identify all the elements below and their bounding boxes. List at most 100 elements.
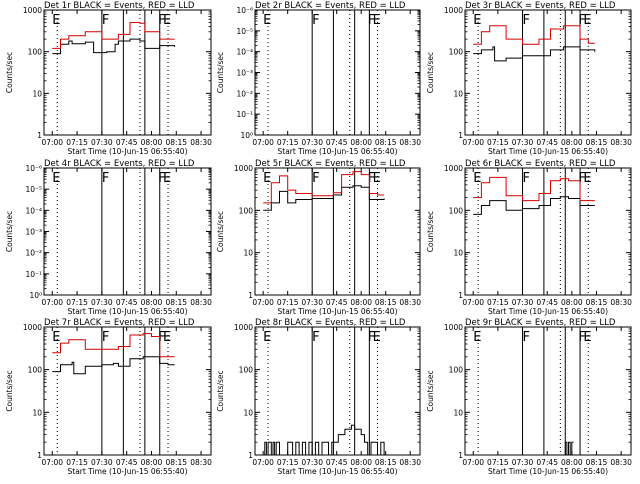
y-tick-label: 10 (453, 408, 463, 417)
marker-letter: F (312, 330, 319, 345)
y-tick-label: 10⁻⁶ (25, 164, 42, 173)
marker-letter: F (368, 13, 375, 28)
x-tick-label: 08:15 (586, 298, 608, 307)
marker-letter: F (158, 330, 165, 345)
x-tick-label: 07:30 (512, 458, 534, 467)
x-tick-label: 07:30 (301, 138, 323, 147)
x-tick-label: 07:45 (116, 298, 138, 307)
y-tick-label: 100 (239, 206, 254, 215)
y-tick-label: 10⁻² (236, 89, 253, 98)
marker-letter: F (102, 330, 109, 345)
marker-letter: E (263, 330, 271, 345)
y-tick-label: 10 (453, 249, 463, 258)
marker-letter: E (52, 13, 60, 28)
y-tick-label: 1 (37, 131, 42, 140)
y-tick-label: 10⁻³ (236, 69, 253, 78)
x-tick-label: 08:30 (190, 458, 212, 467)
marker-letter: E (163, 330, 171, 345)
chart-title: Det 7r BLACK = Events, RED = LLD (44, 318, 195, 328)
x-tick-label: 08:00 (350, 458, 372, 467)
chart-title: Det 3r BLACK = Events, RED = LLD (465, 1, 616, 11)
x-tick-label: 07:00 (462, 138, 484, 147)
x-tick-label: 08:15 (586, 458, 608, 467)
y-tick-label: 10⁰ (29, 291, 42, 300)
marker-letter: F (578, 13, 585, 28)
y-tick-label: 100 (449, 206, 464, 215)
x-tick-label: 07:45 (326, 138, 348, 147)
plot-frame (43, 326, 212, 456)
y-tick-label: 10⁰ (240, 131, 253, 140)
x-tick-label: 07:45 (536, 138, 558, 147)
y-axis-label: Counts/sec (216, 370, 225, 411)
y-tick-label: 10⁻¹ (236, 110, 253, 119)
x-axis-label: Start Time (10-Jun-15 06:55:40) (278, 307, 398, 316)
y-tick-label: 10⁻² (25, 249, 42, 258)
marker-letter: E (583, 171, 591, 186)
x-axis-label: Start Time (10-Jun-15 06:55:40) (488, 147, 608, 156)
x-axis-label: Start Time (10-Jun-15 06:55:40) (278, 147, 398, 156)
marker-letter: F (312, 171, 319, 186)
marker-letter: F (523, 171, 530, 186)
marker-letter: E (52, 171, 60, 186)
marker-letter: E (373, 13, 381, 28)
y-axis-label: Counts/sec (426, 52, 435, 93)
y-axis-label: Counts/sec (426, 211, 435, 252)
y-tick-label: 100 (28, 366, 43, 375)
x-tick-label: 08:30 (190, 298, 212, 307)
series-events (52, 356, 175, 375)
x-tick-label: 08:15 (375, 458, 397, 467)
x-tick-label: 07:30 (91, 458, 113, 467)
series-lld (263, 171, 385, 204)
y-axis-label: Counts/sec (216, 211, 225, 252)
marker-letter: F (368, 171, 375, 186)
y-tick-label: 1 (458, 131, 463, 140)
marker-letter: E (473, 330, 481, 345)
marker-letter: F (158, 13, 165, 28)
chart-title: Det 1r BLACK = Events, RED = LLD (44, 1, 195, 11)
x-tick-label: 08:00 (141, 138, 163, 147)
x-tick-label: 07:30 (301, 458, 323, 467)
x-tick-label: 07:00 (252, 138, 274, 147)
marker-letter: F (102, 171, 109, 186)
plot-frame (464, 167, 632, 296)
marker-letter: F (158, 171, 165, 186)
x-tick-label: 08:30 (399, 138, 421, 147)
x-tick-label: 07:15 (66, 298, 88, 307)
plot-frame (464, 326, 632, 456)
x-tick-label: 07:30 (91, 138, 113, 147)
plot-frame (43, 167, 212, 296)
x-tick-label: 07:15 (487, 138, 509, 147)
x-tick-label: 07:45 (536, 298, 558, 307)
x-tick-label: 08:00 (561, 298, 583, 307)
x-tick-label: 07:15 (277, 138, 299, 147)
x-tick-label: 07:30 (512, 138, 534, 147)
marker-letter: F (312, 13, 319, 28)
x-tick-label: 07:15 (277, 298, 299, 307)
series-lld (52, 333, 175, 358)
x-tick-label: 07:15 (66, 138, 88, 147)
x-tick-label: 08:00 (561, 138, 583, 147)
x-tick-label: 07:00 (462, 298, 484, 307)
y-tick-label: 1000 (444, 6, 463, 15)
marker-letter: E (583, 13, 591, 28)
marker-letter: F (368, 330, 375, 345)
chart-title: Det 4r BLACK = Events, RED = LLD (44, 159, 195, 169)
x-tick-label: 08:30 (190, 138, 212, 147)
y-tick-label: 10⁻⁶ (236, 6, 253, 15)
plot-frame (464, 9, 632, 136)
y-tick-label: 10⁻⁴ (236, 48, 253, 57)
marker-letter: E (52, 330, 60, 345)
x-tick-label: 08:30 (610, 298, 632, 307)
x-tick-label: 08:15 (165, 298, 187, 307)
x-tick-label: 08:30 (399, 458, 421, 467)
y-axis-label: Counts/sec (5, 211, 14, 252)
y-tick-label: 10 (243, 408, 253, 417)
y-tick-label: 10 (243, 249, 253, 258)
chart-title: Det 5r BLACK = Events, RED = LLD (255, 159, 406, 169)
